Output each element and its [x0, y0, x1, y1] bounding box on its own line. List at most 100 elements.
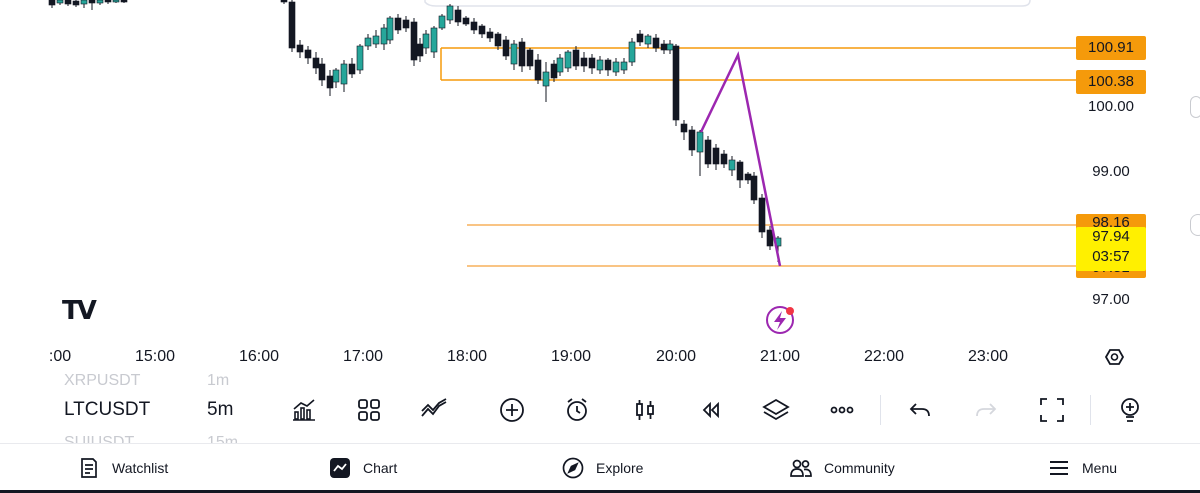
alert-icon[interactable]	[562, 395, 592, 425]
candle-body	[478, 25, 486, 35]
toolbar-divider	[1090, 395, 1091, 425]
lightning-icon[interactable]	[766, 306, 794, 334]
symbol-selector[interactable]: LTCUSDT	[64, 399, 151, 420]
candlesticks	[48, 0, 782, 262]
layers-icon[interactable]	[761, 395, 791, 425]
nav-community[interactable]: Community	[790, 444, 895, 492]
trend-drawing	[699, 51, 782, 267]
candle-body	[564, 51, 572, 69]
nav-community-label: Community	[824, 460, 895, 476]
candle-body	[620, 61, 628, 71]
replay-icon[interactable]	[695, 395, 725, 425]
time-axis-label: 23:00	[967, 348, 1009, 365]
interval-selector[interactable]: 5m	[207, 399, 234, 420]
candle-body	[572, 49, 580, 67]
candle-body	[510, 43, 518, 65]
nav-watchlist[interactable]: Watchlist	[78, 444, 168, 492]
candle-body	[422, 33, 430, 49]
candle-body	[430, 27, 438, 53]
candle-body	[596, 59, 604, 71]
candle-body	[486, 31, 494, 39]
fullscreen-icon[interactable]	[1037, 395, 1067, 425]
level-tag-lower: 100.38	[1076, 70, 1146, 94]
candle-body	[280, 0, 288, 3]
candle-body	[556, 57, 564, 73]
add-icon[interactable]	[497, 395, 527, 425]
candle-body	[720, 153, 728, 165]
level-tag-upper: 100.91	[1076, 36, 1146, 60]
interval-prev: 1m	[207, 372, 230, 389]
edge-handle	[1190, 214, 1200, 236]
candles-icon[interactable]	[630, 395, 660, 425]
candle-body	[470, 21, 478, 31]
compass-icon	[562, 457, 584, 479]
candle-body	[588, 57, 596, 69]
candle-body	[80, 0, 88, 5]
candle-body	[534, 59, 542, 81]
time-axis-label: 15:00	[134, 348, 176, 365]
time-axis-label: 19:00	[550, 348, 592, 365]
symbol-prev: XRPUSDT	[64, 372, 141, 389]
candle-body	[64, 0, 72, 5]
price-axis-label: 99.00	[1092, 163, 1130, 180]
ideas-icon[interactable]	[1115, 395, 1145, 425]
candle-body	[758, 197, 766, 233]
candle-body	[454, 9, 462, 23]
tradingview-logo: TV	[62, 296, 97, 326]
nav-menu-label: Menu	[1082, 460, 1118, 476]
candle-body	[604, 59, 612, 71]
candle-body	[402, 19, 410, 29]
more-icon[interactable]	[827, 395, 857, 425]
redo-icon[interactable]	[971, 395, 1001, 425]
candle-body	[386, 17, 394, 41]
candle-body	[96, 0, 104, 4]
templates-icon[interactable]	[354, 395, 384, 425]
indicators-icon[interactable]	[289, 395, 319, 425]
toolbar-divider	[880, 395, 881, 425]
candle-body	[672, 45, 680, 121]
candle-body	[550, 63, 558, 79]
settings-icon[interactable]	[1104, 349, 1125, 365]
candle-body	[666, 43, 674, 51]
candle-body	[410, 21, 418, 61]
nav-chart[interactable]: Chart	[329, 444, 397, 492]
compare-icon[interactable]	[419, 395, 449, 425]
candle-body	[494, 33, 502, 47]
time-axis-label: :00	[48, 348, 72, 365]
candle-body	[660, 43, 668, 51]
candle-body	[636, 33, 644, 43]
candle-body	[56, 0, 64, 4]
time-axis-label: 16:00	[238, 348, 280, 365]
undo-icon[interactable]	[905, 395, 935, 425]
nav-menu[interactable]: Menu	[1048, 444, 1117, 492]
time-axis-label: 20:00	[655, 348, 697, 365]
nav-chart-label: Chart	[363, 460, 398, 476]
chart-area[interactable]: 100.91 100.38 100.00 99.00 98.16 97.51 9…	[0, 0, 1152, 377]
candle-body	[340, 63, 348, 85]
time-axis-label: 18:00	[446, 348, 488, 365]
nav-explore[interactable]: Explore	[562, 444, 643, 492]
candle-body	[72, 0, 80, 6]
candle-body	[304, 49, 312, 59]
candle-body	[296, 44, 304, 53]
candle-body	[712, 147, 720, 165]
candle-body	[332, 69, 340, 83]
candle-body	[48, 0, 56, 6]
bar-countdown: 03:57	[1092, 248, 1130, 265]
time-axis-label: 21:00	[759, 348, 801, 365]
candle-body	[348, 63, 356, 75]
candle-body	[628, 41, 636, 63]
people-icon	[790, 459, 812, 477]
chart-canvas[interactable]	[0, 0, 1152, 377]
candle-body	[438, 15, 446, 29]
system-bottom-bar	[0, 490, 1200, 493]
chart-toolbar: XRPUSDT LTCUSDT SUIUSDT 1m 5m 15m	[0, 372, 1200, 451]
watchlist-icon	[81, 458, 97, 478]
current-price: 97.94	[1092, 228, 1130, 245]
candle-body	[696, 131, 704, 153]
candle-body	[526, 49, 534, 67]
top-panel-edge	[424, 0, 1031, 7]
candle-body	[88, 0, 96, 4]
time-axis-label: 22:00	[863, 348, 905, 365]
candle-body	[688, 129, 696, 151]
